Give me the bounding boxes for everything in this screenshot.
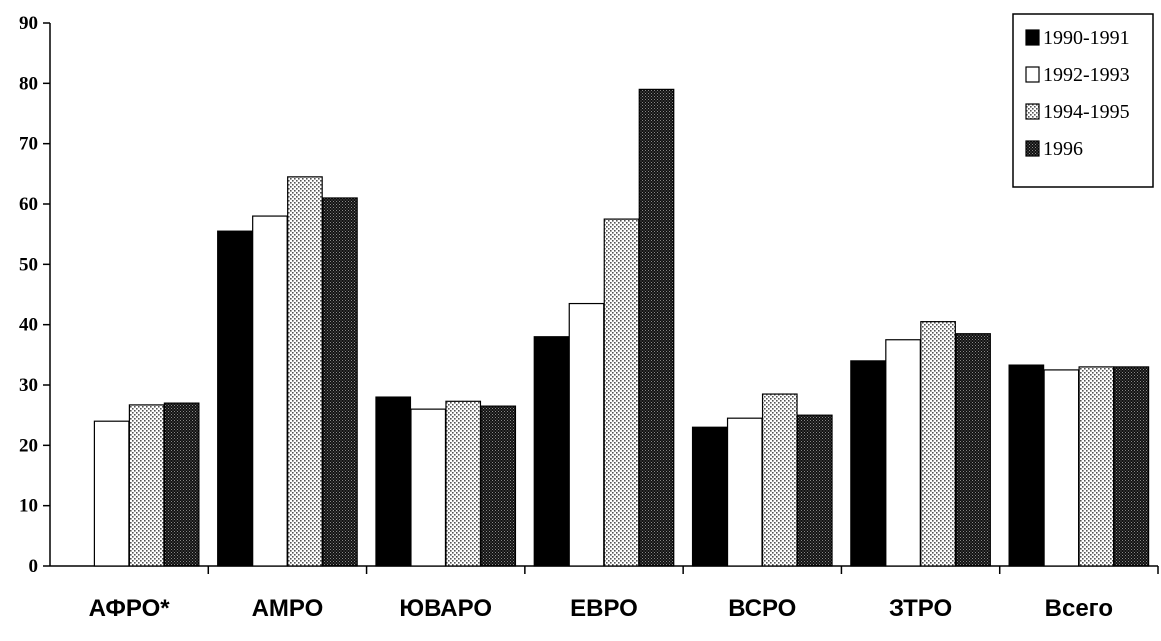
y-tick-label: 30: [19, 375, 38, 396]
bar-1992-1993-1: [252, 215, 288, 567]
bars: [93, 88, 1150, 567]
bar-1992-1993-6: [1043, 369, 1080, 567]
bar-1996-1: [322, 197, 358, 567]
legend-label-0: 1990-1991: [1043, 27, 1130, 49]
legend-label-1: 1992-1993: [1043, 64, 1130, 86]
bar-1994-1995-6: [1078, 366, 1115, 567]
x-tick-label: АФРО*: [89, 595, 171, 622]
bar-1996-3: [638, 88, 675, 567]
bar-1990-1991-6: [1008, 364, 1045, 567]
bar-1994-1995-0: [128, 404, 165, 567]
legend: 1990-1991 1992-1993 1994-1995 1996: [1012, 13, 1154, 188]
bar-1994-1995-1: [287, 176, 323, 567]
bar-1990-1991-5: [850, 360, 886, 567]
bar-1990-1991-3: [533, 336, 570, 567]
bar-1992-1993-5: [885, 339, 921, 567]
legend-swatch-0: [1025, 29, 1040, 46]
x-tick-label: ВСРО: [728, 595, 796, 622]
bar-1996-2: [480, 405, 517, 567]
bar-1992-1993-3: [568, 302, 605, 567]
y-tick-label: 20: [19, 435, 38, 456]
x-tick-label: АМРО: [252, 595, 324, 622]
x-tick-label: ЕВРО: [570, 595, 638, 622]
bar-1994-1995-3: [603, 218, 640, 567]
x-tick-label: Всего: [1045, 595, 1113, 622]
bar-1994-1995-2: [445, 400, 482, 567]
y-tick-label: 70: [19, 134, 38, 155]
bar-1990-1991-4: [691, 426, 728, 567]
bar-1994-1995-4: [761, 393, 798, 567]
bar-1996-5: [955, 333, 991, 567]
y-tick-label: 0: [29, 556, 39, 577]
bar-1992-1993-2: [410, 408, 447, 567]
x-tick-label: ЮВАРО: [399, 595, 492, 622]
bar-1992-1993-0: [93, 420, 130, 567]
y-tick-label: 60: [19, 194, 38, 215]
bar-1996-4: [796, 414, 833, 567]
bar-1996-0: [163, 402, 200, 567]
legend-swatch-3: [1025, 140, 1040, 157]
y-tick-label: 50: [19, 254, 38, 275]
y-tick-label: 90: [19, 13, 38, 34]
y-tick-label: 40: [19, 315, 38, 336]
bar-1996-6: [1113, 366, 1150, 567]
legend-swatch-1: [1025, 66, 1040, 83]
bar-1990-1991-1: [217, 230, 253, 567]
bar-1992-1993-4: [726, 417, 763, 567]
legend-swatch-2: [1025, 103, 1040, 120]
bar-1990-1991-2: [375, 396, 412, 567]
legend-label-3: 1996: [1043, 138, 1083, 160]
y-tick-label: 10: [19, 496, 38, 517]
bar-1994-1995-5: [920, 321, 956, 567]
x-tick-label: ЗТРО: [889, 595, 952, 622]
y-tick-label: 80: [19, 73, 38, 94]
labels: АФРО* АМРО ЮВАРО ЕВРО ВСРО ЗТРО Всего: [89, 595, 1113, 622]
legend-label-2: 1994-1995: [1043, 101, 1130, 123]
